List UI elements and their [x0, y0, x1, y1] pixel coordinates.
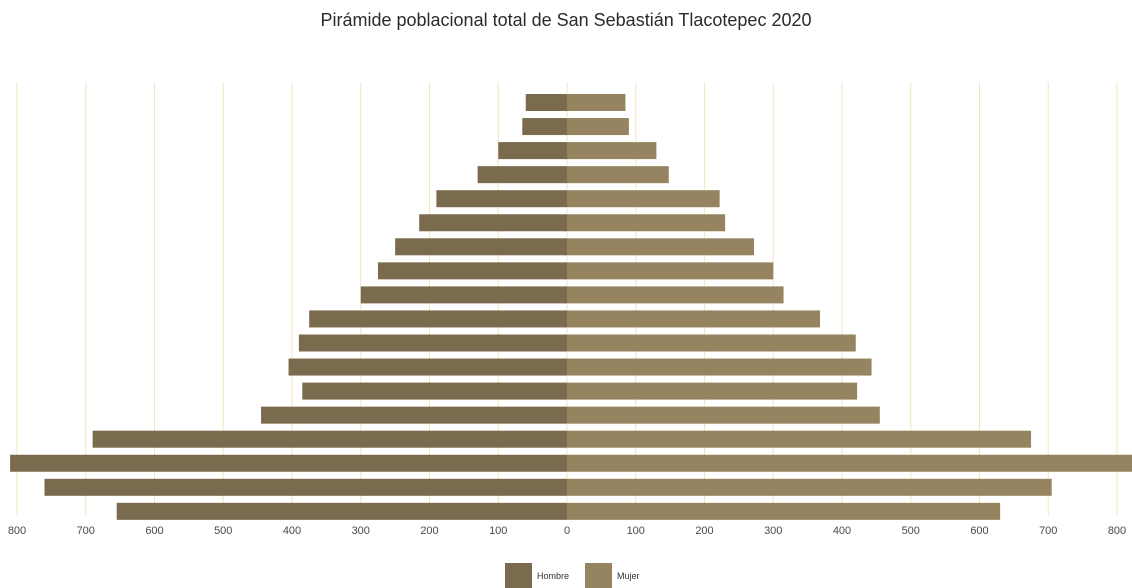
x-tick-label: 600	[145, 525, 163, 537]
bar-hombre	[395, 238, 567, 256]
bar-hombre	[92, 430, 567, 448]
bar-mujer	[567, 478, 1052, 496]
bar-hombre	[377, 262, 567, 280]
bar-mujer	[567, 358, 872, 376]
bar-hombre	[436, 190, 567, 208]
bar-mujer	[567, 382, 858, 400]
legend: Hombre Mujer	[505, 563, 640, 588]
bar-mujer	[567, 214, 726, 232]
x-tick-label: 500	[902, 525, 920, 537]
bar-hombre	[360, 286, 567, 304]
x-tick-label: 300	[352, 525, 370, 537]
x-tick-label: 800	[1108, 525, 1126, 537]
bar-mujer	[567, 118, 629, 136]
x-tick-label: 300	[764, 525, 782, 537]
x-tick-label: 100	[627, 525, 645, 537]
legend-label: Mujer	[617, 571, 640, 581]
bar-hombre	[288, 358, 567, 376]
bar-hombre	[477, 166, 567, 184]
x-tick-label: 700	[1039, 525, 1057, 537]
legend-swatch	[585, 563, 612, 588]
x-tick-label: 500	[214, 525, 232, 537]
bar-mujer	[567, 238, 754, 256]
bar-hombre	[525, 94, 567, 111]
bar-hombre	[44, 478, 567, 496]
bar-mujer	[567, 190, 720, 208]
bar-mujer	[567, 406, 880, 424]
bar-mujer	[567, 310, 820, 328]
bar-mujer	[567, 262, 774, 280]
bar-mujer	[567, 430, 1032, 448]
bar-hombre	[419, 214, 567, 232]
bar-hombre	[498, 142, 567, 160]
bar-hombre	[309, 310, 567, 328]
x-tick-label: 200	[420, 525, 438, 537]
x-tick-label: 200	[695, 525, 713, 537]
x-tick-label: 800	[8, 525, 26, 537]
bar-hombre	[298, 334, 567, 352]
x-tick-label: 400	[283, 525, 301, 537]
chart-title: Pirámide poblacional total de San Sebast…	[320, 10, 812, 30]
bar-mujer	[567, 502, 1001, 520]
bar-mujer	[567, 166, 669, 184]
x-tick-label: 600	[970, 525, 988, 537]
x-tick-label: 100	[489, 525, 507, 537]
bar-mujer	[567, 454, 1132, 472]
bar-hombre	[116, 502, 567, 520]
bar-mujer	[567, 334, 856, 352]
legend-swatch	[505, 563, 532, 588]
bar-mujer	[567, 142, 657, 160]
bar-hombre	[10, 454, 567, 472]
x-tick-labels: 800 700 600 500 400 300 200 100 0 100 200 300 400 500…	[8, 525, 1126, 537]
legend-label: Hombre	[537, 571, 569, 581]
bar-hombre	[261, 406, 567, 424]
bar-hombre	[522, 118, 567, 136]
bar-mujer	[567, 286, 784, 304]
bars	[10, 94, 1132, 520]
bar-hombre	[302, 382, 567, 400]
bar-mujer	[567, 94, 626, 111]
x-tick-label: 400	[833, 525, 851, 537]
x-tick-label: 700	[77, 525, 95, 537]
x-tick-label: 0	[564, 525, 570, 537]
